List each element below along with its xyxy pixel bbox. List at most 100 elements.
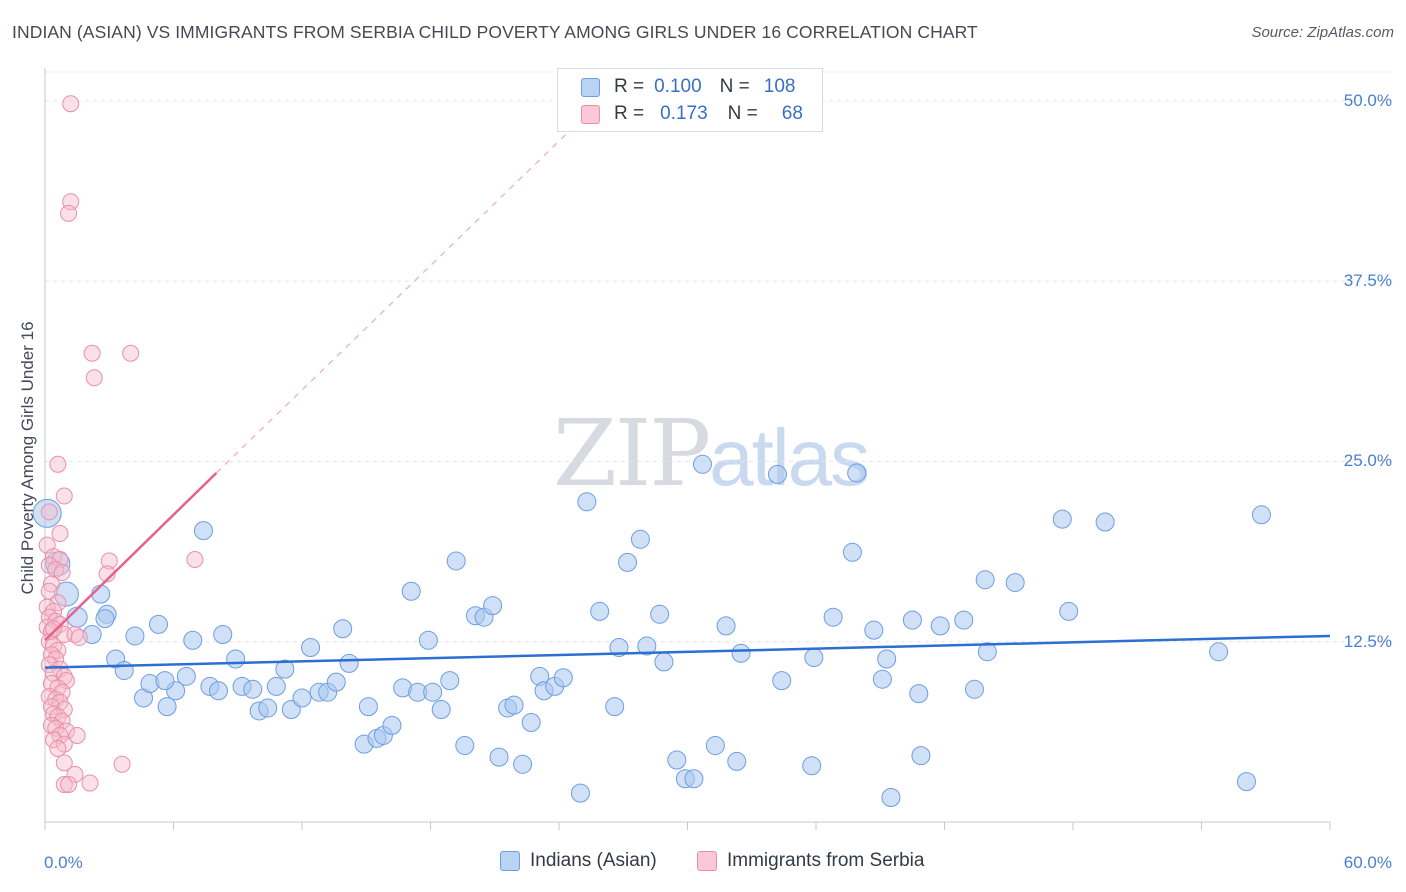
data-point-indians <box>339 653 359 673</box>
legend-n-label: N = <box>719 76 750 97</box>
data-point-indians <box>727 751 747 771</box>
data-point-indians <box>1059 601 1079 621</box>
legend-n-value: 108 <box>763 76 796 97</box>
data-point-indians <box>53 581 79 607</box>
data-point-serbia <box>85 369 103 387</box>
data-point-indians <box>590 601 610 621</box>
data-point-serbia <box>53 563 71 581</box>
data-point-indians <box>446 551 466 571</box>
data-point-indians <box>872 669 892 689</box>
series-indians-asian <box>32 454 1271 807</box>
data-point-indians <box>455 736 475 756</box>
source-credit: Source: ZipAtlas.com <box>1251 24 1394 41</box>
data-point-indians <box>823 607 843 627</box>
legend-item-indians[interactable]: Indians (Asian) <box>500 850 657 872</box>
series-immigrants-serbia <box>38 95 204 793</box>
data-point-indians <box>183 630 203 650</box>
data-point-indians <box>609 637 629 657</box>
data-point-serbia <box>186 551 204 568</box>
data-point-serbia <box>81 774 99 792</box>
data-point-indians <box>804 648 824 668</box>
grid-lines <box>45 71 1392 643</box>
data-point-indians <box>1236 772 1256 792</box>
data-point-indians <box>772 671 792 691</box>
data-point-serbia <box>83 344 101 362</box>
data-point-serbia <box>60 204 78 222</box>
data-point-indians <box>767 464 787 484</box>
data-point-indians <box>423 682 443 702</box>
data-point-indians <box>431 700 451 719</box>
data-point-indians <box>802 756 822 776</box>
data-point-indians <box>577 492 597 512</box>
data-point-indians <box>1209 642 1229 662</box>
data-point-indians <box>226 649 246 669</box>
chart-title: INDIAN (ASIAN) VS IMMIGRANTS FROM SERBIA… <box>12 22 978 42</box>
axes <box>44 68 1331 830</box>
data-point-indians <box>125 626 145 646</box>
legend-label-indians: Indians (Asian) <box>530 850 657 871</box>
data-point-indians <box>114 661 134 681</box>
data-point-serbia <box>68 726 86 744</box>
data-point-indians <box>650 604 670 624</box>
data-point-indians <box>1095 512 1115 532</box>
data-point-indians <box>1251 505 1271 525</box>
data-point-indians <box>489 747 509 767</box>
data-point-indians <box>301 637 321 657</box>
legend-item-serbia[interactable]: Immigrants from Serbia <box>697 850 924 872</box>
data-point-indians <box>637 636 657 656</box>
data-point-indians <box>32 498 62 528</box>
data-point-indians <box>911 746 931 766</box>
data-point-indians <box>1005 573 1025 593</box>
data-point-serbia <box>98 565 116 583</box>
y-tick-label: 12.5% <box>1343 631 1392 651</box>
data-point-indians <box>292 688 312 708</box>
data-point-indians <box>877 649 897 669</box>
legend-n-label: N = <box>727 103 758 124</box>
data-point-indians <box>513 754 533 774</box>
data-point-indians <box>208 681 228 701</box>
data-point-indians <box>504 695 524 715</box>
data-point-indians <box>684 769 704 789</box>
data-point-serbia <box>49 739 67 757</box>
watermark-atlas: atlas <box>709 413 870 502</box>
data-point-indians <box>864 620 884 640</box>
watermark: ZIPatlas <box>553 400 870 507</box>
data-point-serbia <box>55 776 73 793</box>
data-point-serbia <box>60 776 78 793</box>
data-point-indians <box>705 736 725 756</box>
data-point-serbia <box>113 755 131 773</box>
legend-swatch-blue <box>500 851 520 871</box>
x-tick-label-max: 60.0% <box>1343 853 1392 872</box>
data-point-indians <box>630 529 650 549</box>
data-point-indians <box>842 542 862 562</box>
data-point-serbia <box>45 731 63 749</box>
series-legend: Indians (Asian) Immigrants from Serbia <box>0 850 1406 878</box>
data-point-serbia <box>100 552 118 570</box>
data-point-indians <box>243 679 263 699</box>
data-point-serbia <box>55 754 73 772</box>
data-point-serbia <box>70 628 88 646</box>
data-point-indians <box>358 697 378 717</box>
trend-line-serbia-extrapolated <box>215 122 579 474</box>
data-point-serbia <box>53 712 71 730</box>
data-point-indians <box>930 616 950 636</box>
data-point-serbia <box>49 455 67 473</box>
legend-r-label: R = <box>614 103 645 124</box>
data-point-indians <box>258 698 278 718</box>
data-point-indians <box>964 679 984 699</box>
data-point-indians <box>440 671 460 691</box>
data-point-serbia <box>49 594 67 612</box>
data-point-indians <box>954 610 974 630</box>
data-point-indians <box>605 697 625 717</box>
data-point-indians <box>570 783 590 803</box>
data-point-indians <box>418 630 438 650</box>
data-point-indians <box>483 596 503 616</box>
data-point-indians <box>193 521 213 541</box>
y-tick-label: 25.0% <box>1343 451 1392 471</box>
watermark-zip: ZIP <box>553 400 711 507</box>
data-point-indians <box>909 684 929 704</box>
data-point-serbia <box>66 765 84 783</box>
data-point-indians <box>176 666 196 686</box>
data-point-indians <box>692 454 712 474</box>
